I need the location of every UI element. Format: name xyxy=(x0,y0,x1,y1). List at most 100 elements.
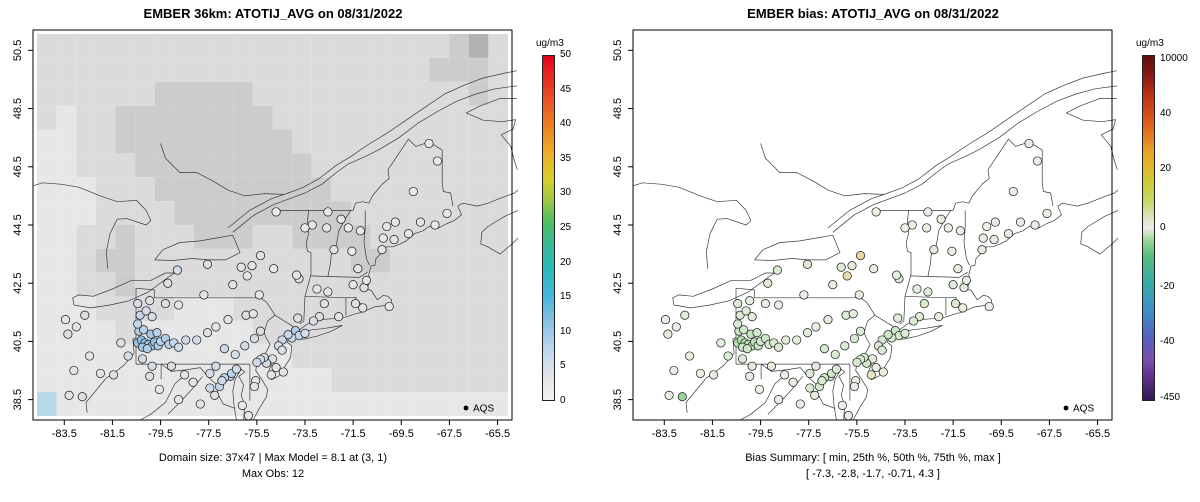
station-marker xyxy=(741,306,751,316)
station-marker xyxy=(811,361,821,371)
y-axis: 38.5 40.5 42.5 44.5 46.5 48.5 50.5 xyxy=(12,40,33,410)
aqs-legend-dot xyxy=(463,405,469,411)
colorbar-tick-label: 45 xyxy=(560,83,572,95)
station-markers xyxy=(60,138,452,421)
station-marker xyxy=(685,351,695,361)
x-tick-label: -83.5 xyxy=(52,428,77,440)
station-marker xyxy=(430,220,440,230)
station-marker xyxy=(978,233,988,243)
station-marker xyxy=(802,259,813,269)
station-marker xyxy=(163,278,173,288)
station-marker xyxy=(892,270,902,280)
station-marker xyxy=(855,251,866,261)
station-marker xyxy=(871,207,881,217)
station-marker xyxy=(950,299,961,309)
station-marker xyxy=(63,329,73,339)
station-marker xyxy=(237,400,247,410)
station-marker xyxy=(923,287,933,297)
y-tick-label: 44.5 xyxy=(12,214,24,235)
station-marker xyxy=(842,271,852,281)
station-marker xyxy=(205,368,215,378)
station-marker xyxy=(154,384,164,394)
x-tick-label: -79.5 xyxy=(148,428,173,440)
colorbar-tick-label: 40 xyxy=(560,118,572,130)
station-marker xyxy=(1015,217,1026,227)
station-marker xyxy=(936,214,946,224)
station-marker xyxy=(312,284,322,294)
station-marker xyxy=(133,319,143,329)
colorbar-tick-label: 15 xyxy=(560,291,572,303)
station-marker xyxy=(231,364,241,374)
station-marker xyxy=(432,156,442,166)
station-marker xyxy=(847,261,857,271)
x-tick-label: -75.5 xyxy=(244,428,269,440)
station-marker xyxy=(929,245,939,255)
station-marker xyxy=(353,264,363,274)
station-marker xyxy=(923,207,933,217)
model-map-panel: EMBER 36km: ATOTIJ_AVG on 08/31/2022 -83… xyxy=(12,6,602,480)
station-marker xyxy=(147,361,157,371)
station-marker xyxy=(723,351,733,361)
station-marker xyxy=(961,275,971,285)
station-marker xyxy=(188,377,198,387)
station-marker xyxy=(329,245,339,255)
bias-caption-summary-header: Bias Summary: [ min, 25th %, 50th %, 75t… xyxy=(745,452,1001,464)
station-marker xyxy=(828,280,838,290)
station-marker xyxy=(255,326,266,336)
station-marker xyxy=(802,328,813,338)
station-marker xyxy=(403,229,414,239)
station-marker xyxy=(934,312,944,322)
x-tick-label: -65.5 xyxy=(1085,428,1110,440)
y-tick-label: 46.5 xyxy=(612,156,624,177)
station-marker xyxy=(116,338,126,348)
station-marker xyxy=(878,367,888,377)
station-marker xyxy=(271,207,281,217)
colorbar-tick-label: 50 xyxy=(560,49,572,60)
station-marker xyxy=(247,261,257,271)
station-marker xyxy=(984,301,994,312)
station-marker xyxy=(408,186,418,197)
station-marker xyxy=(677,392,687,402)
station-marker xyxy=(323,287,333,297)
station-marker xyxy=(811,322,821,332)
station-marker xyxy=(919,299,929,309)
x-axis: -83.5 -81.5 -79.5 -77.5 -75.5 -73.5 -71.5 -69.5… xyxy=(652,420,1110,440)
station-marker xyxy=(780,370,790,380)
station-marker xyxy=(174,395,184,405)
station-marker xyxy=(716,338,726,348)
y-tick-label: 48.5 xyxy=(612,98,624,119)
station-marker xyxy=(852,357,862,367)
station-marker xyxy=(240,341,250,351)
station-marker xyxy=(781,335,791,345)
model-caption-max-obs: Max Obs: 12 xyxy=(241,468,305,480)
model-colorbar-labels: 0 5 10 15 20 25 30 35 40 45 50 xyxy=(560,49,602,406)
station-marker xyxy=(236,262,246,272)
station-marker xyxy=(805,383,815,393)
station-marker xyxy=(139,325,149,335)
station-marker xyxy=(1024,138,1034,149)
station-marker xyxy=(900,328,910,338)
colorbar-tick-label: 0 xyxy=(560,395,566,406)
aqs-legend-label: AQS xyxy=(473,404,494,415)
station-marker xyxy=(219,344,229,354)
station-marker xyxy=(142,344,152,354)
station-marker xyxy=(836,262,846,272)
station-marker xyxy=(792,335,802,345)
station-marker xyxy=(415,217,426,227)
station-marker xyxy=(1008,186,1018,197)
station-marker xyxy=(869,264,879,274)
station-marker xyxy=(389,235,399,245)
station-marker xyxy=(255,251,266,261)
station-marker xyxy=(977,245,987,255)
station-marker xyxy=(763,278,773,288)
station-marker xyxy=(223,315,233,325)
station-marker xyxy=(733,319,743,329)
model-colorbar-units-label: ug/m3 xyxy=(536,38,564,49)
y-tick-label: 50.5 xyxy=(612,40,624,61)
station-marker xyxy=(145,371,155,381)
station-marker xyxy=(742,344,752,354)
station-marker xyxy=(747,361,757,371)
station-marker xyxy=(174,342,184,352)
station-marker xyxy=(300,328,310,338)
station-marker xyxy=(922,223,932,233)
